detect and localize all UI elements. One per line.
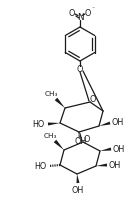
Text: OH: OH (75, 137, 87, 146)
Text: N: N (77, 13, 83, 22)
Text: HO: HO (32, 120, 44, 129)
Text: O: O (69, 8, 75, 18)
Text: OH: OH (112, 118, 124, 127)
Polygon shape (54, 140, 64, 150)
Polygon shape (100, 148, 111, 151)
Polygon shape (99, 122, 110, 126)
Polygon shape (55, 98, 65, 109)
Text: CH₃: CH₃ (43, 132, 57, 138)
Polygon shape (48, 123, 60, 126)
Text: OH: OH (109, 161, 121, 170)
Text: O: O (90, 95, 96, 104)
Polygon shape (96, 164, 107, 167)
Text: HO: HO (34, 162, 46, 171)
Text: OH: OH (113, 145, 125, 154)
Polygon shape (77, 174, 79, 183)
Text: ⁻: ⁻ (91, 7, 95, 12)
Text: O: O (84, 135, 90, 144)
Text: CH₃: CH₃ (44, 91, 58, 97)
Text: O: O (77, 65, 83, 74)
Text: OH: OH (72, 186, 84, 194)
Text: O: O (85, 8, 91, 18)
